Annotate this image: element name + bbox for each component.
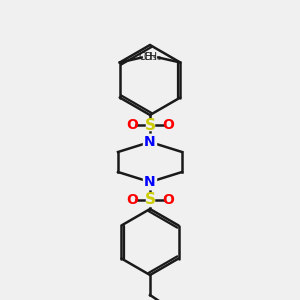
Text: S: S <box>145 193 155 208</box>
Text: CH₃: CH₃ <box>138 52 156 62</box>
Text: O: O <box>126 118 138 132</box>
Text: N: N <box>144 135 156 149</box>
Text: O: O <box>162 118 174 132</box>
Text: O: O <box>162 193 174 207</box>
Text: CH₃: CH₃ <box>144 52 162 62</box>
Text: O: O <box>126 193 138 207</box>
Text: S: S <box>145 118 155 133</box>
Text: N: N <box>144 175 156 189</box>
